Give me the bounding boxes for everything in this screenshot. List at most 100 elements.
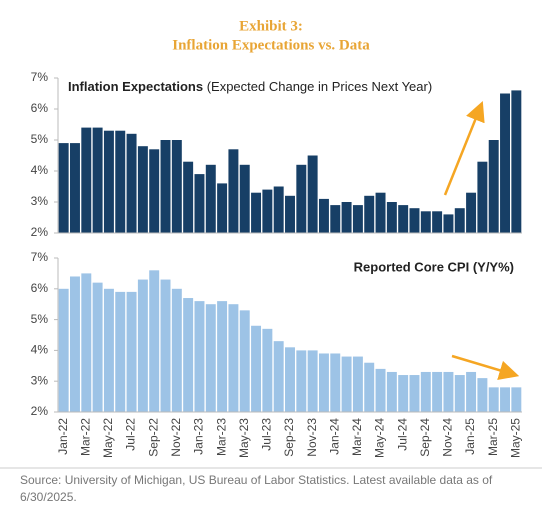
y-tick-label: 3% [31, 373, 49, 387]
bar [194, 174, 205, 233]
bar [69, 276, 80, 412]
y-tick-label: 2% [31, 225, 49, 239]
source-note: Source: University of Michigan, US Burea… [20, 473, 493, 504]
bar [126, 291, 137, 412]
bar [205, 304, 216, 412]
bar [160, 140, 171, 233]
bar [330, 353, 341, 412]
bar [137, 279, 148, 412]
bar [103, 130, 114, 233]
x-tick-label: Nov-22 [169, 418, 183, 457]
x-tick-label: Sep-24 [418, 418, 432, 457]
bar [330, 205, 341, 233]
bar [58, 143, 69, 233]
x-tick-label: Jan-22 [56, 418, 70, 455]
panel-title-main: Inflation Expectations [68, 79, 203, 94]
bar [352, 205, 363, 233]
x-tick-label: Nov-23 [305, 418, 319, 457]
bar [81, 273, 92, 412]
bar [183, 298, 194, 412]
y-tick-label: 6% [31, 101, 49, 115]
bar [228, 149, 239, 233]
x-tick-label: May-24 [373, 418, 387, 458]
trend-arrow [443, 101, 485, 196]
bar [251, 192, 262, 233]
bar [420, 211, 431, 233]
bar [318, 198, 329, 233]
exhibit-title: Inflation Expectations vs. Data [172, 37, 370, 53]
bar [251, 325, 262, 412]
bar [500, 387, 511, 412]
bar [92, 282, 103, 412]
trend-arrow [451, 354, 520, 380]
bar [375, 368, 386, 412]
y-tick-label: 7% [31, 250, 49, 264]
bar [386, 202, 397, 233]
y-tick-label: 3% [31, 194, 49, 208]
bar [443, 214, 454, 233]
bar [273, 186, 284, 233]
bar [511, 90, 522, 234]
bar [217, 301, 228, 412]
x-tick-label: Jan-24 [327, 418, 341, 455]
x-tick-label: Jan-23 [192, 418, 206, 455]
x-tick-label: May-25 [509, 418, 523, 458]
y-tick-label: 5% [31, 312, 49, 326]
bar [443, 371, 454, 412]
bar [149, 270, 160, 412]
x-tick-label: Mar-23 [214, 418, 228, 456]
bar [375, 192, 386, 233]
bar [183, 161, 194, 233]
bar [115, 291, 126, 412]
y-tick-label: 7% [31, 70, 49, 84]
x-tick-label: Mar-24 [350, 418, 364, 456]
y-tick-label: 6% [31, 281, 49, 295]
bar [454, 208, 465, 233]
exhibit-label: Exhibit 3: [239, 18, 303, 34]
bar [364, 195, 375, 233]
bar [477, 378, 488, 412]
panel-title: Reported Core CPI (Y/Y%) [354, 259, 514, 274]
bar [386, 371, 397, 412]
bar [409, 208, 420, 233]
bar [285, 195, 295, 233]
bar [262, 328, 273, 412]
x-tick-label: Nov-24 [441, 418, 455, 457]
bar [511, 387, 522, 412]
bar [409, 375, 420, 412]
bar [318, 353, 329, 412]
bar [364, 362, 375, 412]
bar [432, 211, 443, 233]
bar [466, 192, 477, 233]
y-tick-label: 5% [31, 132, 49, 146]
bar [171, 288, 182, 412]
bar [477, 161, 488, 233]
bar [341, 356, 352, 412]
bar [352, 356, 363, 412]
y-tick-label: 4% [31, 343, 49, 357]
bar [454, 375, 465, 412]
bar [488, 387, 499, 412]
bar [92, 127, 103, 233]
x-tick-label: Sep-22 [146, 418, 160, 457]
bar [171, 140, 182, 233]
bar [262, 189, 273, 233]
bar [341, 202, 352, 233]
bar [296, 164, 307, 233]
bar [239, 164, 250, 233]
bar [205, 164, 216, 233]
bar [194, 301, 205, 412]
bar [307, 155, 318, 233]
x-tick-label: Jul-24 [395, 418, 409, 451]
bar [398, 375, 409, 412]
x-tick-label: May-23 [237, 418, 251, 458]
bar [81, 127, 92, 233]
x-tick-label: Sep-23 [282, 418, 296, 457]
y-tick-label: 2% [31, 404, 49, 418]
bar [466, 371, 477, 412]
panel-title: Inflation Expectations (Expected Change … [68, 79, 432, 94]
bar [69, 143, 80, 233]
bar [115, 130, 126, 233]
x-tick-label: Jul-22 [124, 418, 138, 451]
